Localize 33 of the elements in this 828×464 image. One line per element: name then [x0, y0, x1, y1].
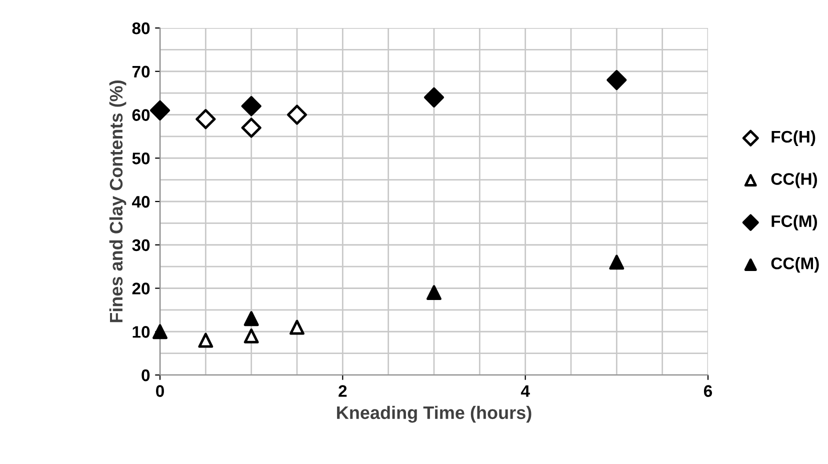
point — [152, 324, 168, 340]
y-tick-label: 70 — [132, 66, 150, 78]
point — [198, 332, 214, 348]
point — [244, 311, 259, 326]
x-tick-label: 4 — [520, 385, 530, 397]
y-tick-label: 60 — [132, 109, 150, 121]
legend-label: CC(M) — [771, 257, 819, 273]
legend-label: CC(H) — [771, 172, 818, 188]
point — [609, 254, 624, 270]
y-tick-label: 10 — [132, 326, 150, 338]
point — [196, 109, 216, 130]
point — [290, 320, 304, 335]
point — [241, 96, 262, 116]
y-tick-label: 40 — [132, 196, 150, 208]
x-tick-label: 6 — [704, 385, 712, 397]
point — [286, 104, 308, 125]
y-axis-title: Fines and Clay Contents (%) — [109, 80, 126, 322]
legend-label: FC(M) — [772, 214, 817, 230]
y-tick-label: 80 — [132, 22, 150, 34]
point — [150, 100, 170, 120]
point — [606, 70, 627, 90]
legend-label: FC(H) — [772, 130, 816, 146]
x-tick-label: 2 — [338, 385, 347, 397]
y-tick-label: 0 — [142, 369, 150, 382]
y-tick-label: 30 — [132, 239, 150, 252]
x-axis-title: Kneading Time (hours) — [337, 406, 532, 423]
point — [426, 285, 442, 300]
y-tick-label: 20 — [132, 282, 150, 294]
point — [424, 87, 444, 108]
point — [244, 328, 259, 344]
y-tick-label: 50 — [132, 152, 150, 164]
x-tick-label: 0 — [156, 385, 164, 397]
point — [241, 118, 262, 138]
